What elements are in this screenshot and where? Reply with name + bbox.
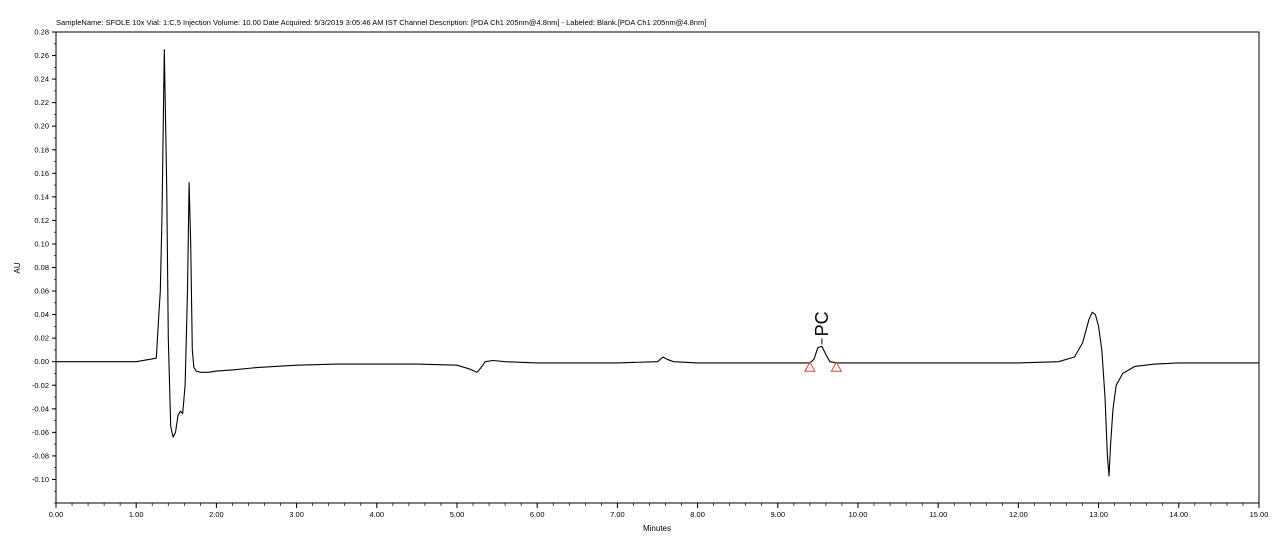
y-tick-label: 0.08 (34, 263, 49, 272)
x-tick-label: 7.00 (610, 510, 625, 519)
x-tick-label: 14.00 (1169, 510, 1188, 519)
x-tick-label: 12.00 (1009, 510, 1028, 519)
y-tick-label: 0.24 (34, 75, 49, 84)
y-tick-label: 0.12 (34, 216, 49, 225)
x-tick-label: 8.00 (690, 510, 705, 519)
x-axis: 0.00 1.00 2.00 3.00 4.00 5.00 6.00 7.00 8.00 9.00… (49, 503, 1269, 519)
y-tick-label: 0.20 (34, 122, 49, 131)
y-tick-label: -0.08 (32, 451, 49, 460)
y-tick-label: -0.06 (32, 428, 49, 437)
x-tick-label: 1.00 (129, 510, 144, 519)
x-tick-label: 5.00 (450, 510, 465, 519)
x-tick-label: 9.00 (770, 510, 785, 519)
y-axis-label: AU (13, 262, 22, 273)
x-tick-label: 3.00 (289, 510, 304, 519)
chart-title: SampleName: SFOLE 10x Vial: 1:C,5 Inject… (56, 18, 706, 27)
y-tick-label: 0.16 (34, 169, 49, 178)
integration-markers (804, 361, 843, 372)
y-tick-label: 0.10 (34, 239, 49, 248)
y-tick-label: 0.04 (34, 310, 49, 319)
x-tick-label: 15.00 (1250, 510, 1269, 519)
y-tick-label: 0.26 (34, 51, 49, 60)
integration-marker (830, 361, 843, 372)
y-tick-label: 0.14 (34, 192, 49, 201)
integration-marker (804, 361, 816, 372)
chromatogram-trace (56, 49, 1259, 477)
y-tick-label: 0.18 (34, 145, 49, 154)
peak-label: PC (812, 311, 832, 336)
y-tick-label: 0.28 (34, 28, 49, 37)
y-tick-label: 0.02 (34, 334, 49, 343)
y-tick-label: 0.06 (34, 287, 49, 296)
x-tick-label: 0.00 (49, 510, 64, 519)
plot-frame (55, 31, 1260, 504)
peak-annotations: PC (812, 311, 832, 345)
y-axis: 0.28 0.26 0.24 0.22 0.20 0.18 0.16 0.14 0.12 0.10… (32, 28, 56, 504)
y-tick-label: 0.22 (34, 98, 49, 107)
x-tick-label: 2.00 (209, 510, 224, 519)
y-tick-label: 0.00 (34, 357, 49, 366)
y-tick-label: -0.02 (32, 381, 49, 390)
x-tick-label: 4.00 (369, 510, 384, 519)
y-tick-label: -0.04 (32, 404, 49, 413)
y-tick-label: -0.10 (32, 475, 49, 484)
x-axis-label: Minutes (643, 524, 671, 533)
x-tick-label: 13.00 (1089, 510, 1108, 519)
x-tick-label: 6.00 (530, 510, 545, 519)
x-tick-label: 10.00 (849, 510, 868, 519)
x-tick-label: 11.00 (929, 510, 947, 519)
